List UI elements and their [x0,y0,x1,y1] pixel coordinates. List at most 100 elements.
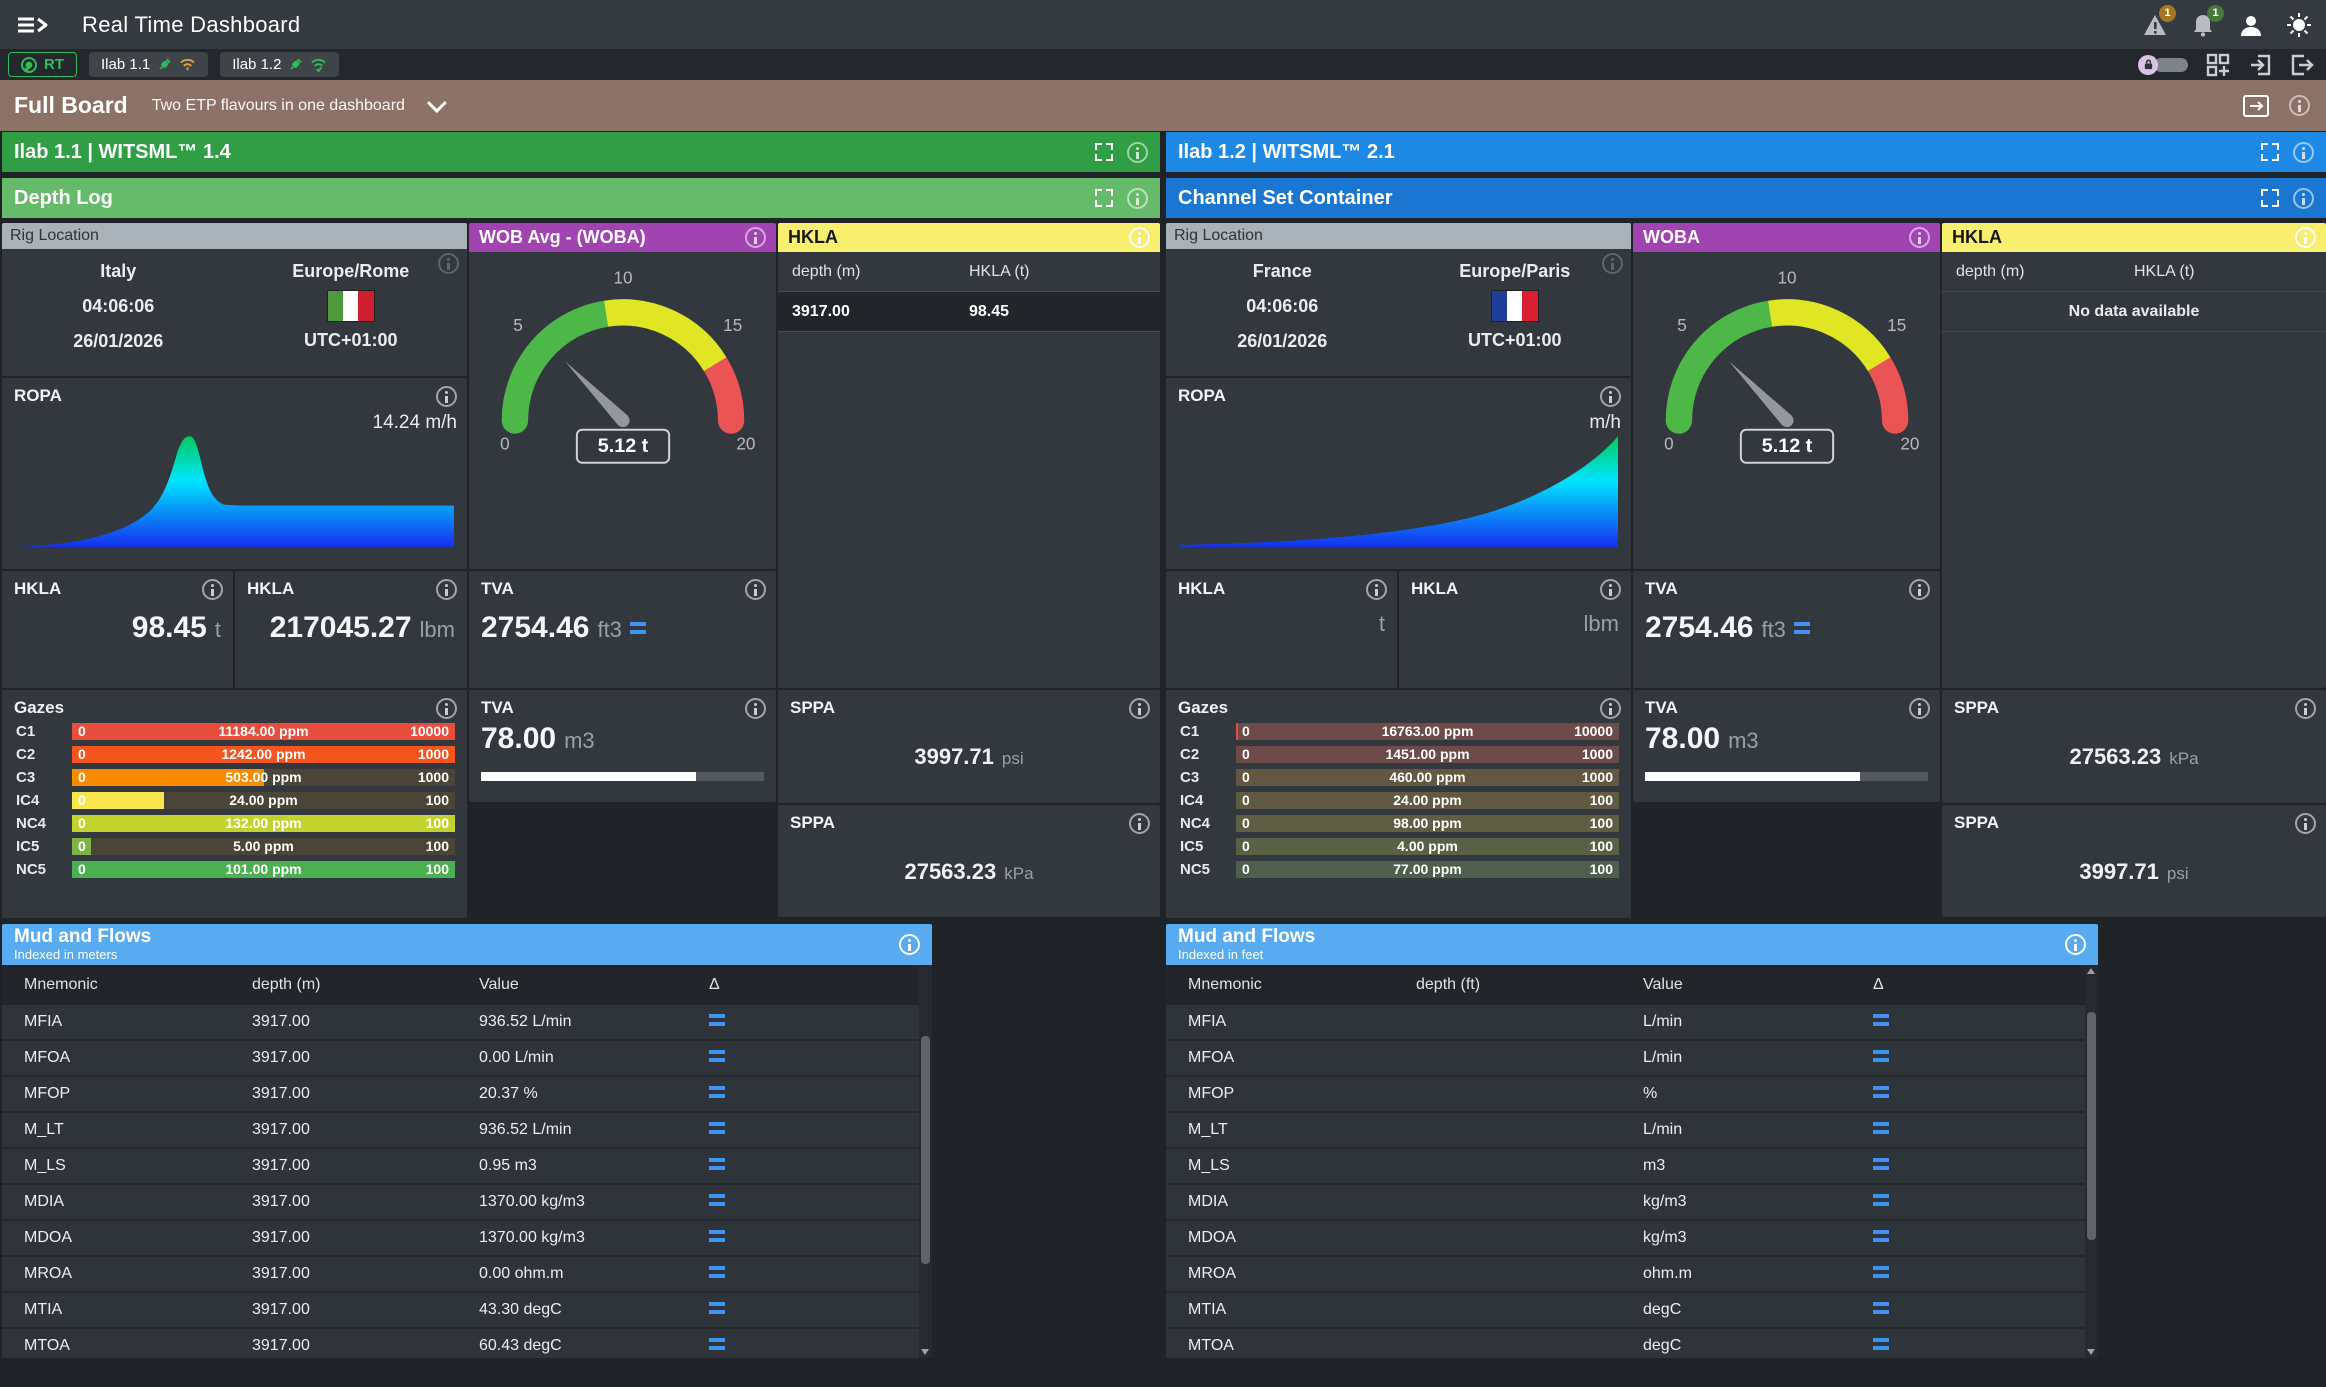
expand-icon[interactable] [1095,189,1113,207]
mud-table-row[interactable]: MTOA degC [1166,1329,2098,1358]
info-icon[interactable] [2293,187,2314,209]
info-icon[interactable] [1600,386,1621,407]
info-icon[interactable] [436,386,457,407]
import-board-icon[interactable] [2248,53,2272,77]
equals-trend-icon[interactable] [709,1050,725,1062]
info-icon[interactable] [1909,698,1930,719]
equals-trend-icon[interactable] [709,1086,725,1098]
equals-trend-icon[interactable] [1873,1122,1889,1134]
lock-layout-toggle[interactable] [2138,54,2188,75]
board-info-icon[interactable] [2289,95,2310,116]
mud-table-row[interactable]: MFOA L/min [1166,1041,2098,1077]
info-icon[interactable] [899,934,920,955]
export-board-icon[interactable] [2290,53,2314,77]
equals-trend-icon[interactable] [1873,1230,1889,1242]
gauge-value: 5.12 t [597,435,648,457]
equals-trend-icon[interactable] [1873,1194,1889,1206]
mud-table-row[interactable]: MDIA kg/m3 [1166,1185,2098,1221]
mud-table-row[interactable]: MTOA 3917.00 60.43 degC [2,1329,932,1358]
mud-table-row[interactable]: M_LS 3917.00 0.95 m3 [2,1149,932,1185]
equals-trend-icon[interactable] [709,1194,725,1206]
info-icon[interactable] [1600,579,1621,600]
expand-icon[interactable] [1095,143,1113,161]
rig-country: Italy [100,261,137,281]
info-icon[interactable] [436,579,457,600]
tva-value-widget-m3: TVA 78.00 m3 [469,690,776,802]
alerts-icon[interactable]: 1 [2142,4,2176,38]
expand-icon[interactable] [2261,143,2279,161]
mud-table-row[interactable]: MDIA 3917.00 1370.00 kg/m3 [2,1185,932,1221]
mud-table-row[interactable]: MFIA 3917.00 936.52 L/min [2,1005,932,1041]
info-icon[interactable] [1909,579,1930,600]
sidebar-menu-icon[interactable] [16,13,50,37]
info-icon[interactable] [2295,698,2316,719]
gaze-max: 100 [425,815,449,831]
equals-trend-icon[interactable] [709,1122,725,1134]
theme-brightness-icon[interactable] [2286,12,2312,38]
board-panel-icon[interactable] [2243,94,2269,117]
equals-trend-icon[interactable] [709,1158,725,1170]
tab-ilab-1-1[interactable]: Ilab 1.1 [89,52,209,77]
mud-table-row[interactable]: M_LT L/min [1166,1113,2098,1149]
info-icon[interactable] [436,698,457,719]
add-widget-grid-icon[interactable] [2206,53,2230,77]
equals-trend-icon[interactable] [709,1302,725,1314]
info-icon[interactable] [2065,934,2086,955]
info-icon[interactable] [2295,813,2316,834]
mud-table-row[interactable]: MFOP 3917.00 20.37 % [2,1077,932,1113]
info-icon[interactable] [1129,227,1150,248]
equals-trend-icon[interactable] [1873,1014,1889,1026]
mud-table-row[interactable]: MFOA 3917.00 0.00 L/min [2,1041,932,1077]
equals-trend-icon[interactable] [1873,1050,1889,1062]
mud-table-row[interactable]: M_LT 3917.00 936.52 L/min [2,1113,932,1149]
mud-table-row[interactable]: MDOA kg/m3 [1166,1221,2098,1257]
hkla-table-row[interactable]: 3917.00 98.45 [778,292,1160,332]
info-icon[interactable] [1909,227,1930,248]
equals-trend-icon[interactable] [1873,1302,1889,1314]
mud-table-row[interactable]: MTIA degC [1166,1293,2098,1329]
info-icon[interactable] [745,698,766,719]
scroll-down-arrow[interactable] [921,1349,929,1355]
equals-trend-icon[interactable] [709,1338,725,1350]
mud-table-row[interactable]: MDOA 3917.00 1370.00 kg/m3 [2,1221,932,1257]
ropa-current-value: m/h [1589,412,1621,433]
info-icon[interactable] [1602,253,1623,274]
mud-table-row[interactable]: MFOP % [1166,1077,2098,1113]
scroll-up-arrow[interactable] [2087,968,2095,974]
mud-table-row[interactable]: MROA ohm.m [1166,1257,2098,1293]
mud-table-row[interactable]: MFIA L/min [1166,1005,2098,1041]
info-icon[interactable] [1129,698,1150,719]
mud-table-row[interactable]: MROA 3917.00 0.00 ohm.m [2,1257,932,1293]
equals-trend-icon[interactable] [709,1230,725,1242]
info-icon[interactable] [202,579,223,600]
mud-table-scrollbar[interactable] [2085,965,2098,1358]
tab-rt[interactable]: RT [8,52,77,77]
notifications-bell-icon[interactable]: 1 [2190,4,2224,38]
user-account-icon[interactable] [2238,12,2264,38]
equals-trend-icon[interactable] [629,622,646,634]
mud-table-scrollbar[interactable] [919,965,932,1358]
equals-trend-icon[interactable] [1873,1266,1889,1278]
info-icon[interactable] [1600,698,1621,719]
scroll-down-arrow[interactable] [2087,1349,2095,1355]
mud-table-row[interactable]: MTIA 3917.00 43.30 degC [2,1293,932,1329]
info-icon[interactable] [438,253,459,274]
equals-trend-icon[interactable] [709,1266,725,1278]
info-icon[interactable] [2295,227,2316,248]
equals-trend-icon[interactable] [1873,1086,1889,1098]
info-icon[interactable] [1366,579,1387,600]
equals-trend-icon[interactable] [709,1014,725,1026]
tab-ilab-1-2[interactable]: Ilab 1.2 [220,52,340,77]
info-icon[interactable] [1129,813,1150,834]
info-icon[interactable] [745,227,766,248]
equals-trend-icon[interactable] [1873,1158,1889,1170]
equals-trend-icon[interactable] [1873,1338,1889,1350]
info-icon[interactable] [1127,187,1148,209]
info-icon[interactable] [2293,141,2314,163]
mud-table-row[interactable]: M_LS m3 [1166,1149,2098,1185]
equals-trend-icon[interactable] [1793,622,1810,634]
expand-icon[interactable] [2261,189,2279,207]
board-chevron-down-icon[interactable] [426,92,447,113]
info-icon[interactable] [745,579,766,600]
info-icon[interactable] [1127,141,1148,163]
